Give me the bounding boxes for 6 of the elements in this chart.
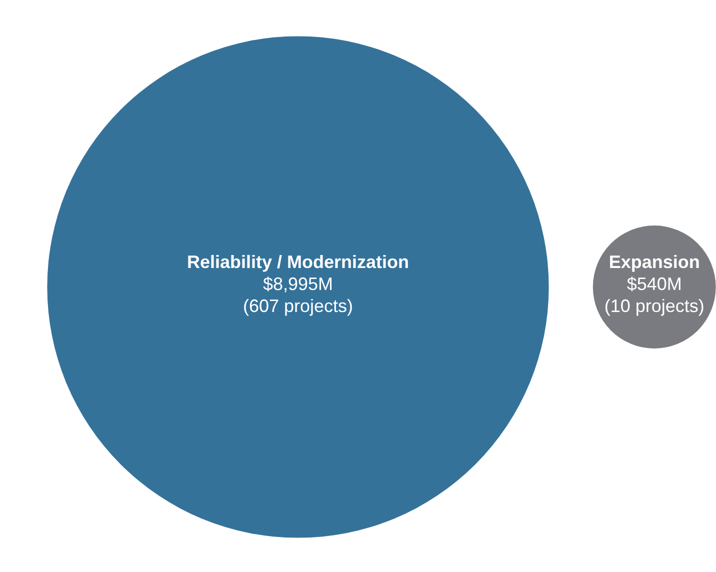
text: (607 projects): [242, 296, 354, 316]
text: (10 projects): [604, 296, 704, 316]
category-label: Reliability / Modernization: [186, 252, 410, 272]
category-label: Expansion: [608, 252, 700, 272]
data-label: $8,995M: [262, 274, 334, 294]
data-label: $540M: [626, 274, 682, 294]
